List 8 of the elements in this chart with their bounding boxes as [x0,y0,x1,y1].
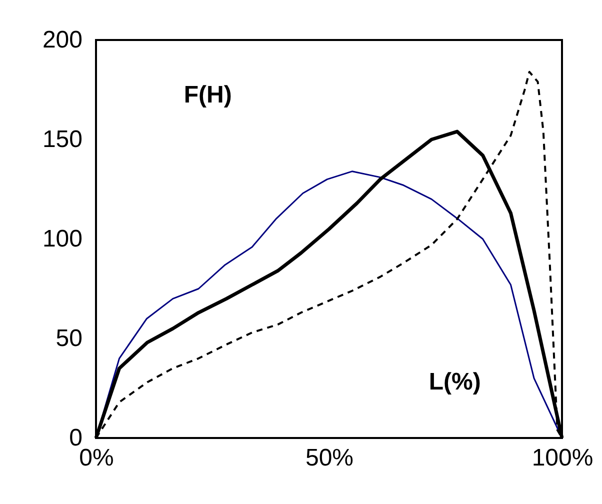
y-tick-label: 200 [42,26,82,54]
y-tick-label: 50 [56,325,82,352]
annotation: F(H) [184,82,232,109]
y-tick-label: 100 [42,226,82,252]
x-tick-label: 100% [532,444,594,472]
x-tick-label: 50% [305,444,354,472]
annotation: L(%) [428,368,481,396]
y-tick-label: 150 [42,126,82,153]
